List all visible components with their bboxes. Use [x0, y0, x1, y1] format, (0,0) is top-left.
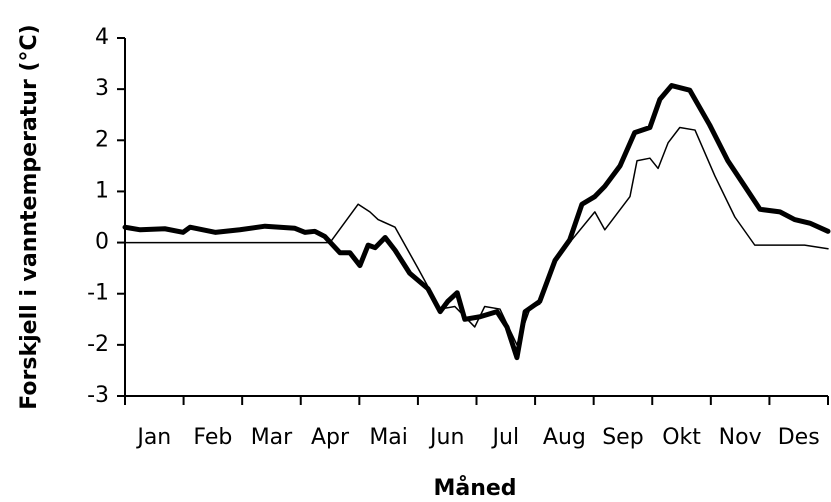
y-tick-label: 0: [95, 230, 109, 255]
x-tick-label: Aug: [543, 425, 586, 450]
y-tick-label: -1: [87, 281, 109, 306]
x-tick-label: Okt: [662, 425, 701, 450]
x-tick-label: Jun: [428, 425, 464, 450]
line: [124, 126, 829, 346]
y-tick-label: 1: [95, 178, 109, 203]
x-tick-label: Mai: [369, 425, 408, 450]
y-tick-label: 3: [95, 76, 109, 101]
x-tick-label: Jan: [135, 425, 171, 450]
x-tick-label: Jul: [491, 425, 520, 450]
y-axis-title: Forskjell i vanntemperatur (°C): [17, 24, 42, 409]
line: [122, 83, 831, 361]
x-tick-label: Apr: [311, 425, 350, 450]
x-tick-label: Des: [778, 425, 820, 450]
x-tick-label: Feb: [193, 425, 232, 450]
x-tick-label: Mar: [251, 425, 293, 450]
x-tick-label: Nov: [719, 425, 762, 450]
x-axis-title: Måned: [433, 475, 516, 501]
y-tick-label: 4: [95, 25, 109, 50]
x-tick-label: Sep: [602, 425, 643, 450]
y-tick-label: -2: [87, 332, 109, 357]
y-tick-label: 2: [95, 127, 109, 152]
y-tick-label: -3: [87, 383, 109, 408]
